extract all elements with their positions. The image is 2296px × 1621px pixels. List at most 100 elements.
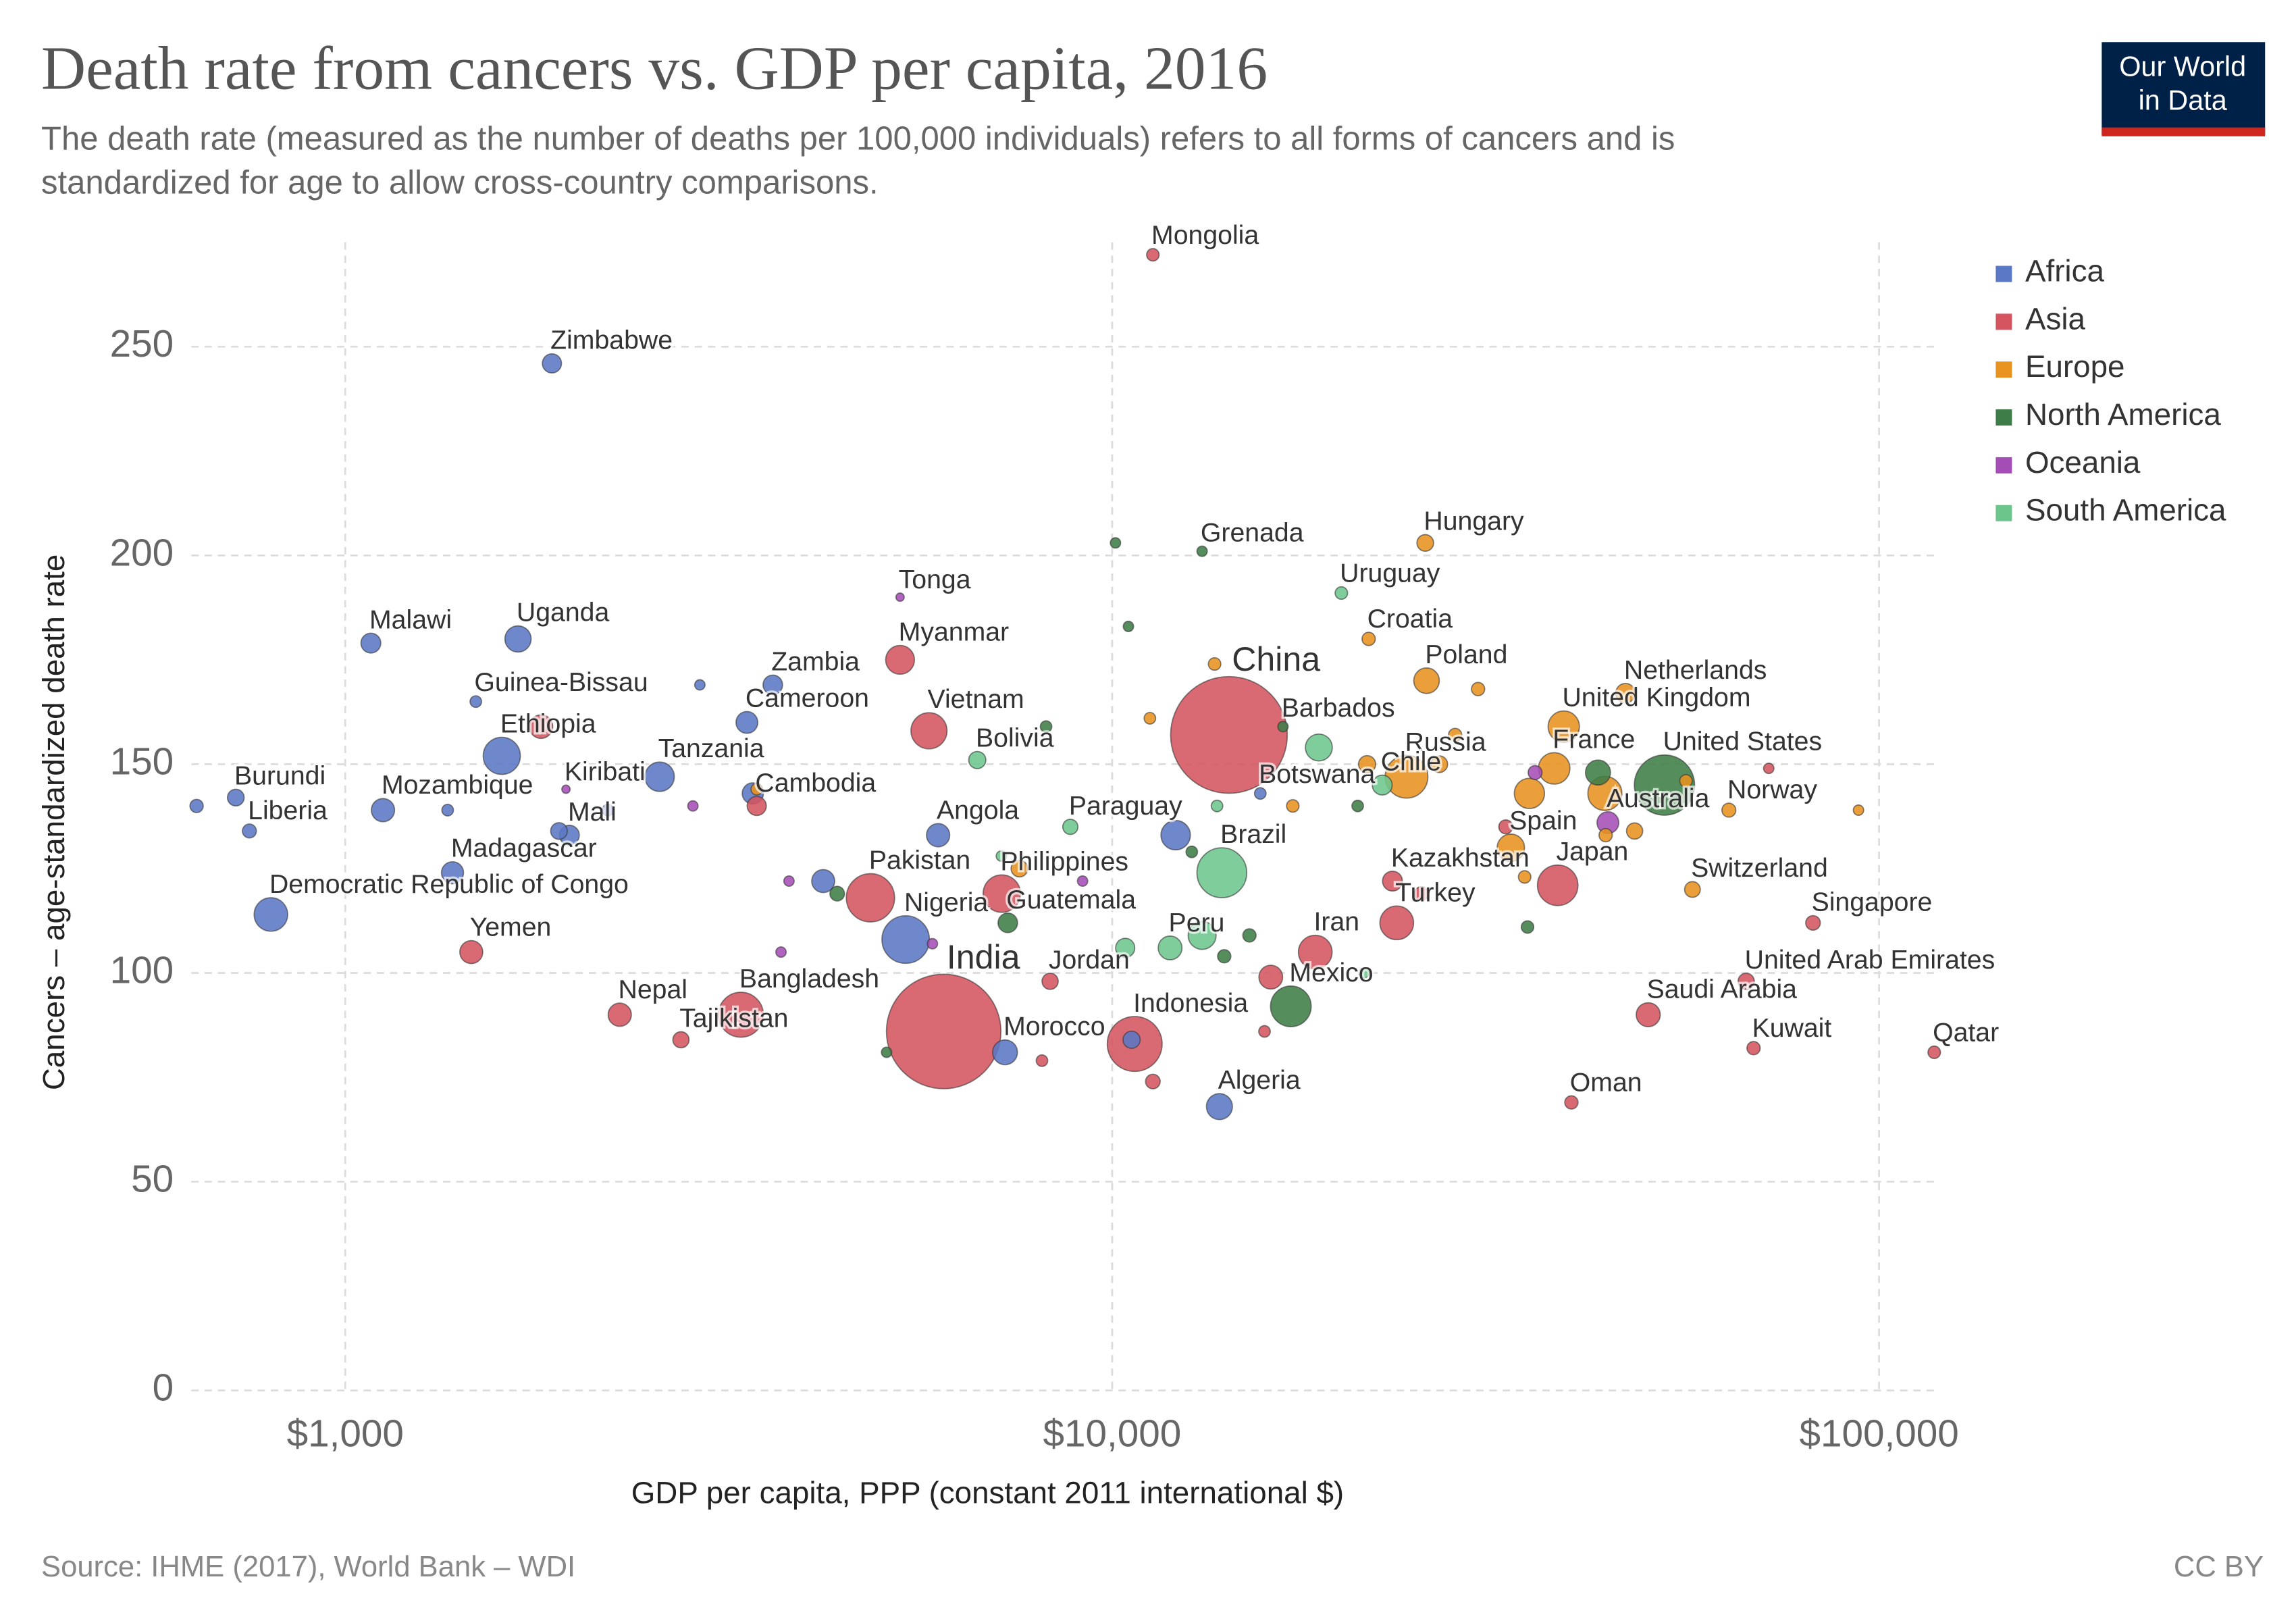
bubble <box>644 761 675 792</box>
bubble <box>1122 1030 1141 1049</box>
bubble <box>735 711 759 734</box>
y-tick-label: 0 <box>153 1367 174 1410</box>
source: Source: IHME (2017), World Bank – WDI <box>41 1551 575 1583</box>
legend-label: Europe <box>2025 349 2125 384</box>
point-label: Jordan <box>1049 945 1130 975</box>
point-label: United Kingdom <box>1562 683 1750 713</box>
bubble <box>1496 833 1525 863</box>
bubble <box>1679 774 1693 788</box>
point-label: Qatar <box>1933 1018 1999 1048</box>
bubble <box>997 912 1018 933</box>
bubble <box>528 714 554 740</box>
bubble <box>1010 859 1028 878</box>
point-label: Zambia <box>771 646 860 676</box>
bubble <box>885 973 1002 1089</box>
bubble <box>1305 733 1333 762</box>
point-label: Zimbabwe <box>550 326 673 355</box>
bubble <box>1721 802 1737 818</box>
point-label: Myanmar <box>899 617 1009 647</box>
point-label: Morocco <box>1003 1012 1105 1041</box>
point-label: Netherlands <box>1624 655 1767 685</box>
bubble <box>1448 727 1463 742</box>
point-label: Angola <box>937 795 1019 825</box>
point-label: Poland <box>1425 640 1507 669</box>
bubble <box>1584 759 1611 786</box>
legend-swatch <box>1995 313 2012 330</box>
legend-swatch <box>1995 265 2012 282</box>
bubble <box>441 804 454 817</box>
bubble <box>687 800 699 812</box>
bubble <box>927 937 939 950</box>
logo-text: Our World <box>2119 51 2246 82</box>
legend-swatch <box>1995 457 2012 473</box>
bubble <box>360 632 382 654</box>
bubble <box>775 946 787 958</box>
point-label: Ethiopia <box>500 709 596 739</box>
marks <box>189 248 1941 1121</box>
point-label: Chile <box>1381 747 1441 777</box>
bubble <box>1242 928 1257 943</box>
bubble <box>1547 710 1580 743</box>
bubble <box>885 644 916 675</box>
bubble <box>482 736 521 775</box>
logo: Our World in Data <box>2102 42 2266 136</box>
bubble <box>371 798 396 823</box>
bubble <box>1636 1002 1661 1028</box>
bubble <box>1416 534 1434 552</box>
bubble <box>1270 985 1312 1027</box>
bubble <box>926 823 951 848</box>
point-label: Kazakhstan <box>1391 843 1530 873</box>
point-label: Mongolia <box>1151 220 1259 250</box>
bubble <box>1196 847 1248 898</box>
bubble <box>1634 754 1696 816</box>
bubble <box>1145 1073 1161 1089</box>
bubble <box>469 695 482 709</box>
bubble <box>1110 537 1122 549</box>
point-label: Guinea-Bissau <box>474 667 648 697</box>
logo-box <box>2102 42 2266 135</box>
bubble <box>1170 675 1288 794</box>
legend-label: Africa <box>2025 254 2105 288</box>
bubble <box>1160 819 1191 851</box>
license: CC BY <box>2174 1551 2264 1583</box>
point-label: Turkey <box>1395 877 1476 907</box>
bubble <box>1520 920 1535 934</box>
point-label: Yemen <box>470 912 552 942</box>
legend: Africa Asia Europe North America Oceania Sout… <box>1995 254 2226 528</box>
bubble <box>253 897 288 932</box>
point-label: Norway <box>1727 775 1817 804</box>
bubble <box>1207 657 1222 671</box>
bubble <box>1035 1054 1049 1067</box>
point-label: Tanzania <box>658 734 764 763</box>
bubble <box>440 860 465 885</box>
point-label: Russia <box>1405 727 1486 756</box>
bubble <box>1357 754 1377 773</box>
bubble <box>1146 248 1160 262</box>
point-label: Uruguay <box>1340 559 1440 588</box>
bubble <box>982 874 1022 913</box>
bubble <box>694 679 706 691</box>
bubble <box>895 592 905 602</box>
y-axis-label: Cancers – age-standardized death rate <box>36 555 71 1090</box>
bubble <box>189 798 204 813</box>
bubble <box>1361 632 1376 646</box>
point-label: China <box>1232 640 1320 678</box>
bubble <box>1277 721 1289 733</box>
point-label: Paraguay <box>1069 791 1182 821</box>
bubble <box>550 822 569 840</box>
bubble <box>881 1046 893 1058</box>
point-label: Bolivia <box>976 723 1054 753</box>
point-label: India <box>947 938 1020 976</box>
bubble <box>1157 935 1183 960</box>
bubble <box>1039 720 1053 734</box>
point-label: Kuwait <box>1752 1013 1832 1043</box>
point-label: Indonesia <box>1133 988 1248 1018</box>
bubble <box>1217 949 1232 964</box>
bubble <box>1185 845 1199 858</box>
point-label: Nepal <box>619 975 687 1004</box>
point-label: United States <box>1663 727 1822 756</box>
point-label: Democratic Republic of Congo <box>269 869 629 899</box>
bubble <box>1513 777 1546 809</box>
bubble <box>762 674 783 696</box>
bubble <box>601 804 615 817</box>
